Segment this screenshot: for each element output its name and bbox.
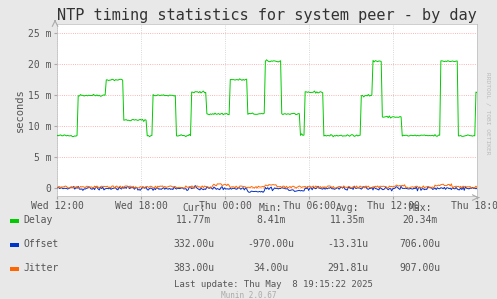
- Text: 291.81u: 291.81u: [328, 263, 368, 273]
- Text: Min:: Min:: [259, 203, 283, 213]
- Text: 383.00u: 383.00u: [173, 263, 214, 273]
- Text: 11.35m: 11.35m: [331, 215, 365, 225]
- Text: -970.00u: -970.00u: [248, 239, 294, 249]
- Text: Offset: Offset: [24, 239, 59, 249]
- Text: Cur:: Cur:: [182, 203, 206, 213]
- Text: 11.77m: 11.77m: [176, 215, 211, 225]
- Text: 34.00u: 34.00u: [253, 263, 288, 273]
- Text: Jitter: Jitter: [24, 263, 59, 273]
- Text: 8.41m: 8.41m: [256, 215, 286, 225]
- Title: NTP timing statistics for system peer - by day: NTP timing statistics for system peer - …: [57, 8, 477, 23]
- Text: Last update: Thu May  8 19:15:22 2025: Last update: Thu May 8 19:15:22 2025: [174, 280, 373, 289]
- Text: 706.00u: 706.00u: [400, 239, 440, 249]
- Text: Delay: Delay: [24, 215, 53, 225]
- Text: RRDTOOL / TOBI OETIKER: RRDTOOL / TOBI OETIKER: [486, 72, 491, 155]
- Text: -13.31u: -13.31u: [328, 239, 368, 249]
- Text: 20.34m: 20.34m: [403, 215, 437, 225]
- Text: Munin 2.0.67: Munin 2.0.67: [221, 291, 276, 299]
- Y-axis label: seconds: seconds: [15, 88, 25, 132]
- Text: Avg:: Avg:: [336, 203, 360, 213]
- Text: 332.00u: 332.00u: [173, 239, 214, 249]
- Text: Max:: Max:: [408, 203, 432, 213]
- Text: 907.00u: 907.00u: [400, 263, 440, 273]
